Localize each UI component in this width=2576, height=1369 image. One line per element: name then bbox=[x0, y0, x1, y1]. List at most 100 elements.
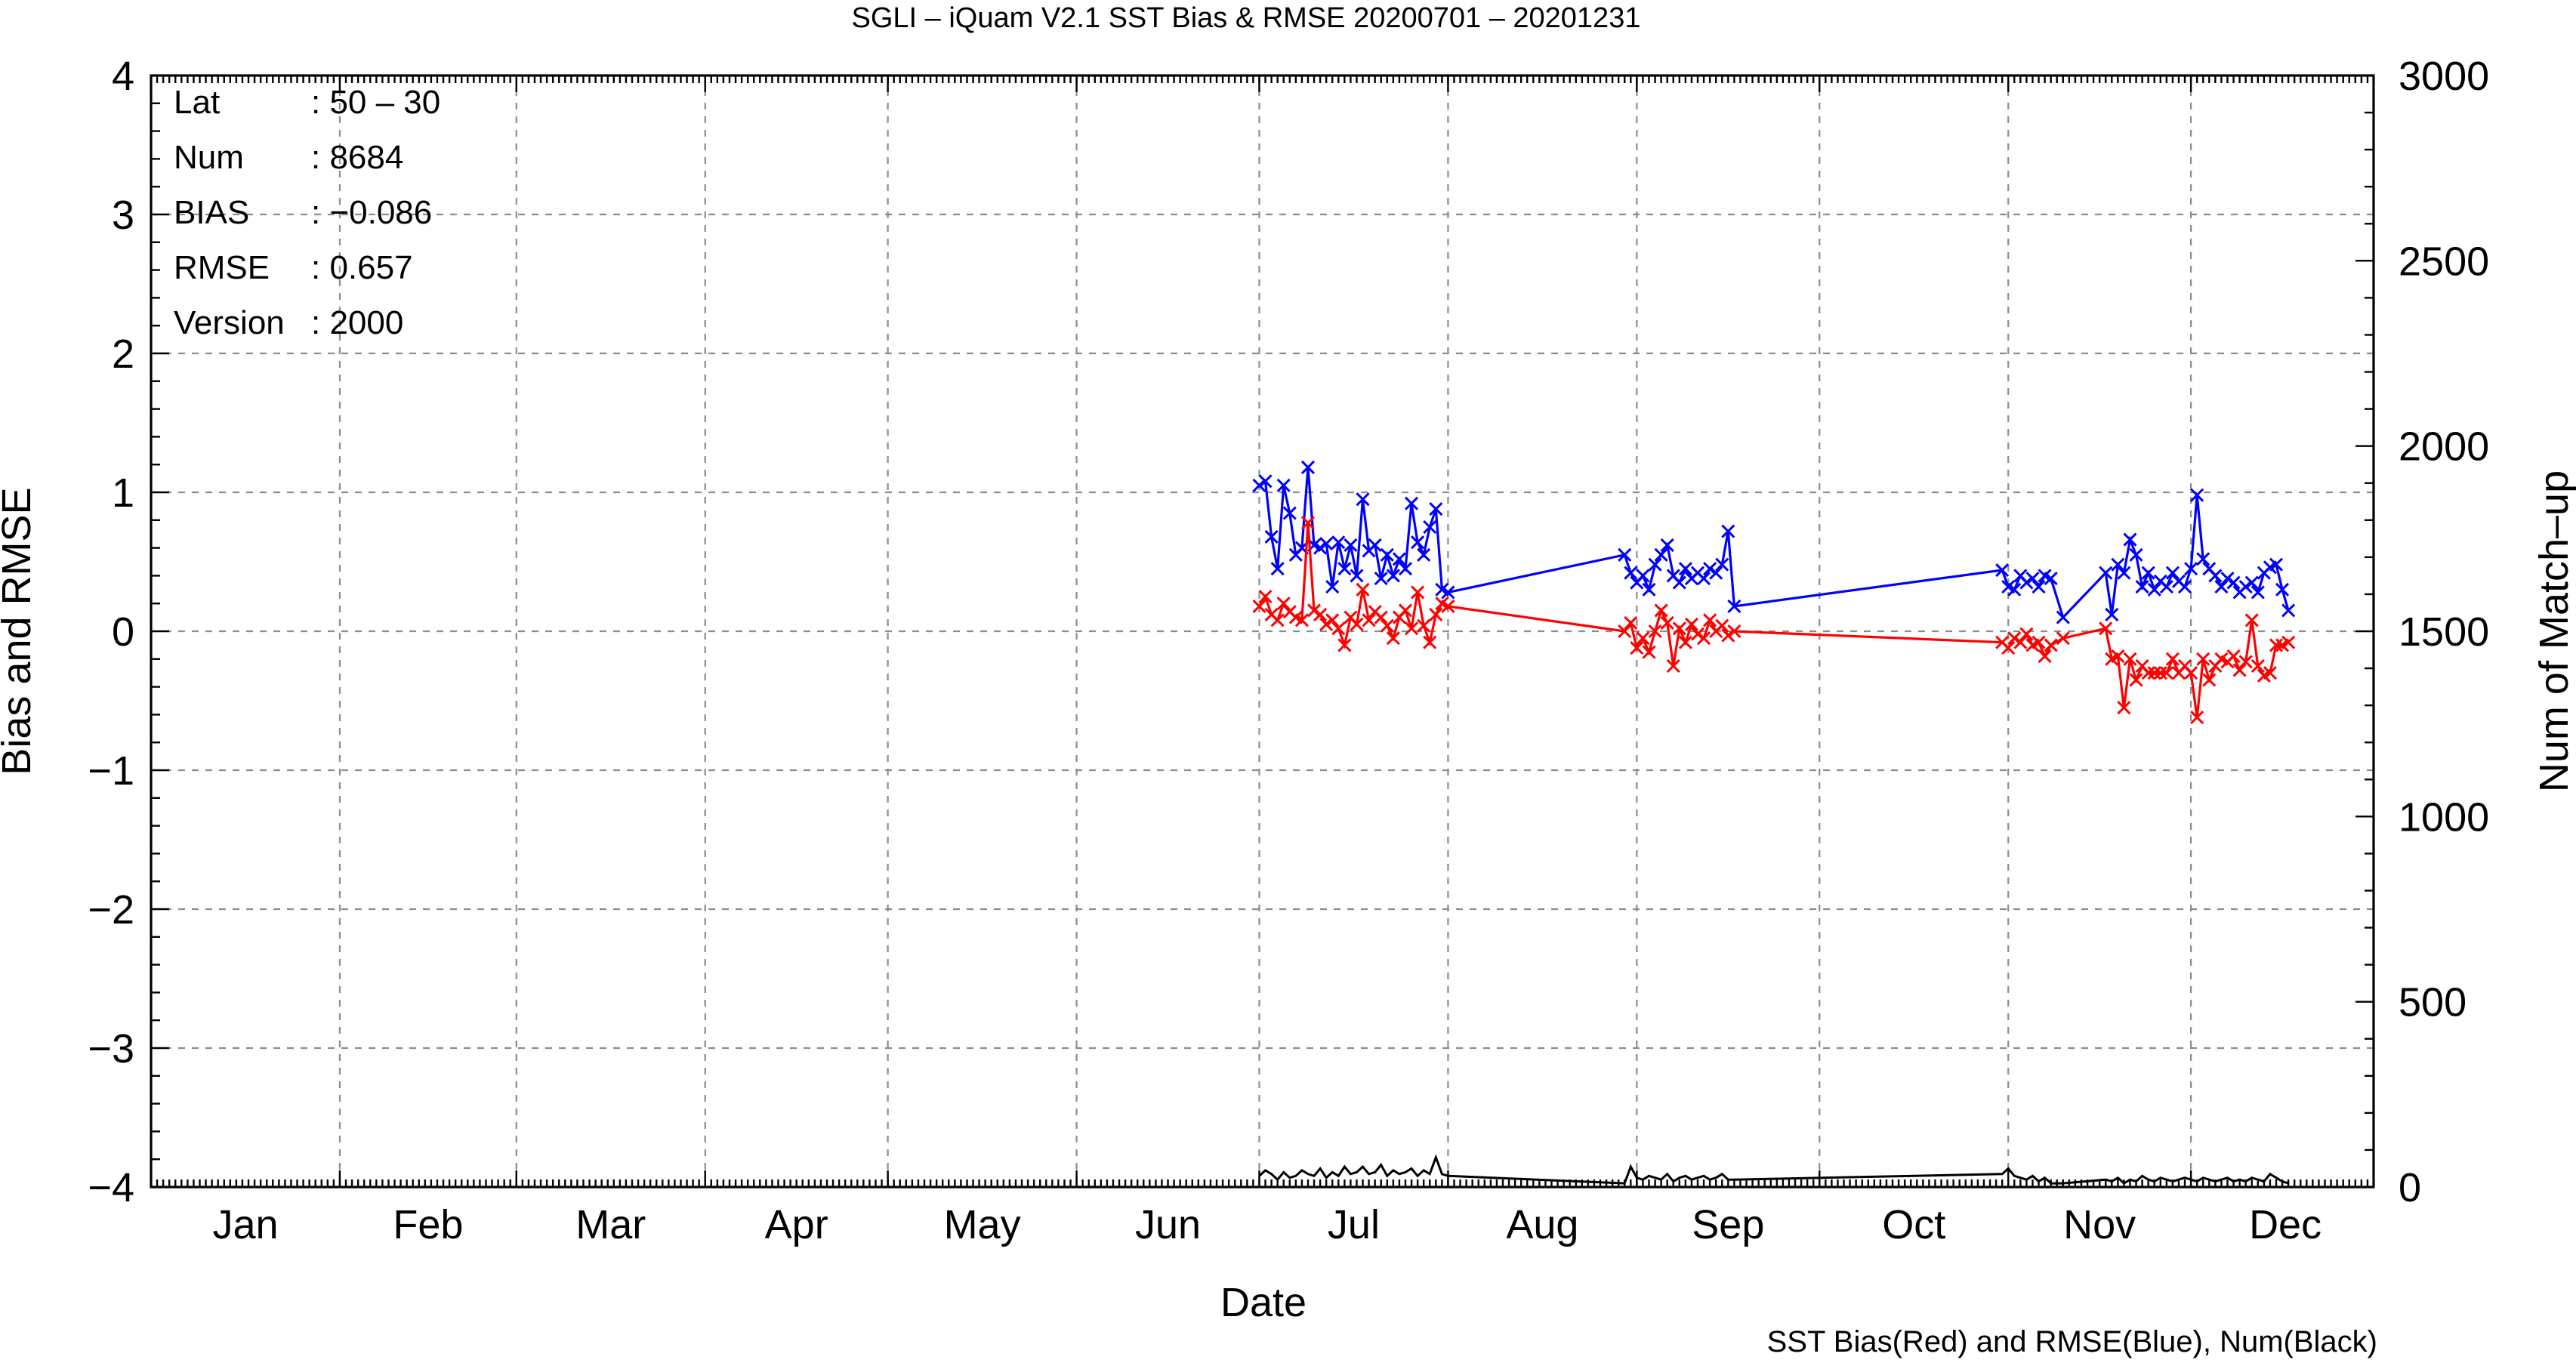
data-point bbox=[1441, 585, 1455, 600]
marker-stroke bbox=[2099, 621, 2113, 636]
data-point bbox=[1380, 547, 1394, 562]
data-point bbox=[1417, 547, 1431, 562]
data-point bbox=[2190, 711, 2204, 725]
data-point bbox=[1307, 603, 1322, 618]
data-point bbox=[2099, 621, 2113, 636]
data-point bbox=[2141, 566, 2155, 580]
data-point bbox=[1337, 638, 1352, 652]
left-y-tick-labels: 4 3 2 1 0 −1 −2 −3 −4 bbox=[88, 54, 134, 1210]
marker-stroke bbox=[1636, 569, 1650, 583]
marker-stroke bbox=[1715, 557, 1729, 572]
y-left-tick-label: 3 bbox=[112, 193, 134, 238]
data-point bbox=[1319, 617, 1334, 631]
marker-stroke bbox=[2129, 673, 2143, 687]
data-point bbox=[1654, 547, 1668, 562]
data-point bbox=[2111, 557, 2125, 572]
marker-stroke bbox=[2031, 580, 2046, 594]
marker-stroke bbox=[1423, 520, 1437, 535]
data-point bbox=[1344, 538, 1358, 552]
data-point bbox=[2184, 666, 2198, 680]
data-point bbox=[2269, 557, 2284, 572]
series-1 bbox=[1252, 516, 2296, 725]
data-point bbox=[1386, 631, 1400, 646]
data-point bbox=[1429, 607, 1443, 621]
marker-stroke bbox=[2177, 580, 2192, 594]
y-right-tick-label: 2000 bbox=[2399, 424, 2489, 470]
data-point bbox=[1252, 599, 1266, 613]
data-point bbox=[2208, 569, 2223, 583]
y-axis-right-label: Num of Match–up bbox=[2531, 470, 2576, 792]
marker-stroke bbox=[2281, 603, 2296, 618]
marker-stroke bbox=[1313, 541, 1328, 555]
marker-stroke bbox=[2202, 562, 2217, 576]
month-label: Nov bbox=[2063, 1202, 2136, 1247]
data-point bbox=[2019, 627, 2034, 641]
marker-stroke bbox=[2281, 635, 2296, 649]
data-point bbox=[1654, 603, 1668, 618]
data-point bbox=[2001, 641, 2016, 655]
data-point bbox=[2226, 575, 2241, 590]
data-point bbox=[1374, 572, 1388, 586]
marker-stroke bbox=[1258, 589, 1273, 604]
y-left-tick-label: −3 bbox=[88, 1026, 134, 1071]
marker-stroke bbox=[2202, 673, 2217, 687]
marker-stroke bbox=[1404, 621, 1419, 636]
marker-stroke bbox=[1300, 460, 1316, 474]
marker-stroke bbox=[2141, 666, 2155, 680]
data-point bbox=[1721, 628, 1735, 643]
data-point bbox=[1270, 613, 1285, 627]
data-point bbox=[1672, 621, 1686, 636]
marker-stroke bbox=[1252, 478, 1266, 492]
month-label: Oct bbox=[1882, 1202, 1945, 1247]
marker-stroke bbox=[2111, 649, 2125, 664]
data-point bbox=[1672, 575, 1686, 590]
data-point bbox=[2123, 532, 2137, 547]
data-point bbox=[1331, 535, 1346, 550]
marker-stroke bbox=[2111, 557, 2125, 572]
marker-stroke bbox=[2190, 711, 2204, 725]
data-point bbox=[2244, 613, 2259, 627]
data-point bbox=[1624, 615, 1638, 631]
marker-stroke bbox=[2001, 641, 2016, 655]
y-left-tick-label: −1 bbox=[88, 748, 134, 794]
marker-stroke bbox=[2244, 575, 2259, 590]
marker-stroke bbox=[2251, 658, 2265, 674]
marker-stroke bbox=[2001, 580, 2016, 594]
data-point bbox=[2123, 652, 2137, 666]
plot-frame bbox=[150, 74, 2375, 1189]
data-point bbox=[1709, 566, 1723, 580]
y-right-tick-label: 0 bbox=[2399, 1165, 2421, 1210]
marker-stroke bbox=[1337, 638, 1352, 652]
info-label: Num bbox=[174, 139, 244, 176]
marker-stroke bbox=[1350, 617, 1364, 631]
marker-stroke bbox=[1429, 502, 1443, 516]
y-left-tick-label: −4 bbox=[88, 1165, 134, 1210]
month-label: Feb bbox=[393, 1202, 463, 1247]
data-point bbox=[1368, 538, 1382, 552]
marker-stroke bbox=[1307, 603, 1322, 618]
data-point bbox=[1264, 529, 1279, 544]
marker-stroke bbox=[1678, 635, 1692, 649]
data-point bbox=[2111, 649, 2125, 664]
data-point bbox=[1258, 474, 1273, 489]
data-point bbox=[2190, 488, 2204, 502]
month-label: Aug bbox=[1506, 1202, 1578, 1247]
data-point bbox=[2013, 635, 2028, 649]
y-right-tick-label: 1000 bbox=[2399, 794, 2489, 840]
marker-stroke bbox=[2190, 488, 2204, 502]
marker-stroke bbox=[1690, 627, 1705, 641]
marker-stroke bbox=[1386, 569, 1400, 583]
marker-stroke bbox=[1258, 474, 1273, 489]
data-point bbox=[2263, 666, 2277, 680]
month-label: Sep bbox=[1692, 1202, 1764, 1247]
data-point bbox=[1300, 516, 1316, 530]
data-point bbox=[1703, 613, 1717, 627]
marker-stroke bbox=[1325, 580, 1340, 594]
data-point bbox=[1252, 478, 1266, 492]
marker-stroke bbox=[1276, 478, 1291, 492]
marker-stroke bbox=[2007, 582, 2022, 597]
data-point bbox=[2196, 552, 2210, 566]
data-point bbox=[2165, 566, 2180, 580]
data-point bbox=[1429, 502, 1443, 516]
marker-stroke bbox=[1630, 641, 1644, 655]
